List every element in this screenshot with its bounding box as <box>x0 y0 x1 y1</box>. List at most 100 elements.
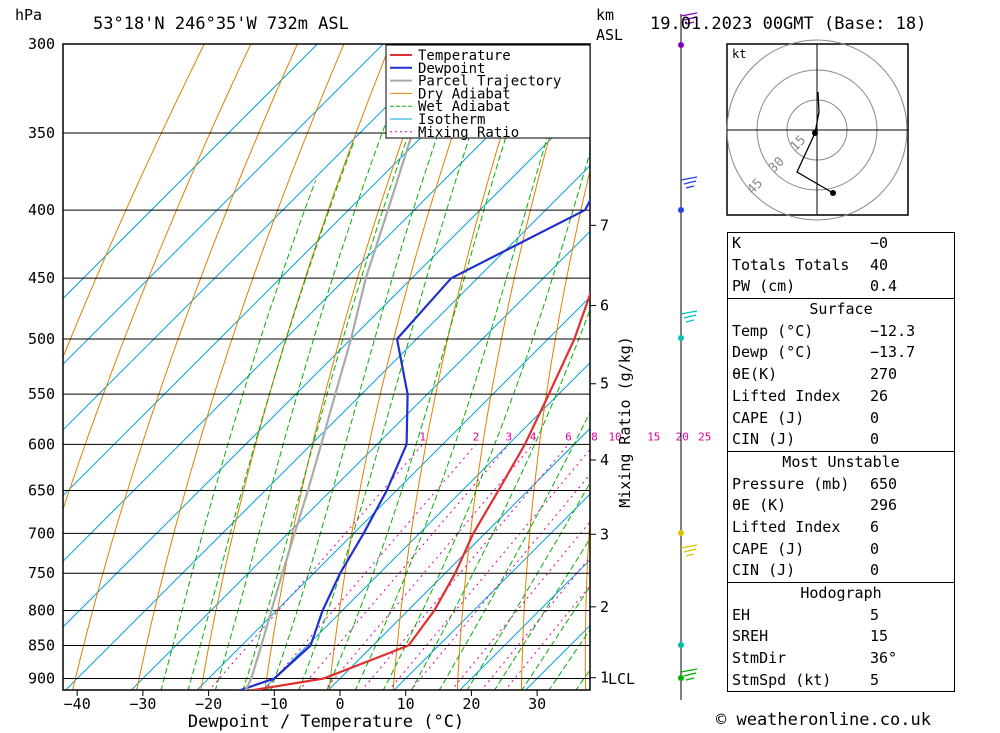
wind-barb <box>680 12 698 25</box>
mixing-ratio-line <box>298 444 510 690</box>
stats-row: θE(K) 270 <box>728 364 954 386</box>
stats-label: PW (cm) <box>732 277 796 296</box>
stats-section-header: Most Unstable <box>782 452 900 471</box>
wet-adiabat <box>160 180 317 690</box>
stats-row: CAPE (J) 0 <box>728 539 954 561</box>
isotherm-line <box>130 230 590 690</box>
isotherm-line <box>63 99 590 628</box>
mixing-ratio-line <box>324 444 534 690</box>
stats-row: Pressure (mb) 650 <box>728 474 954 496</box>
pressure-tick-label: 450 <box>28 269 55 287</box>
wind-barb <box>680 668 698 681</box>
pressure-tick-label: 550 <box>28 385 55 403</box>
location-title: 53°18'N 246°35'W 732m ASL <box>93 14 349 34</box>
wind-barb-flag <box>683 314 697 319</box>
pressure-tick-label: 600 <box>28 435 55 453</box>
stats-value: 0 <box>870 539 880 558</box>
pressure-tick-label: 700 <box>28 524 55 542</box>
mixing-ratio-tick-label: 2 <box>473 430 480 443</box>
dry-adiabat <box>584 510 590 690</box>
wind-barb-flag <box>685 21 695 25</box>
wet-adiabat <box>410 308 590 690</box>
stats-label: K <box>732 234 742 252</box>
stats-value: 650 <box>870 474 898 493</box>
hodograph-storm-motion <box>812 130 818 136</box>
stats-row: K −0 <box>728 233 954 255</box>
height-tick-label: 4 <box>600 451 609 469</box>
stats-value: 0 <box>870 561 880 580</box>
stats-section-header: Hodograph <box>800 584 882 602</box>
wind-dot <box>678 42 684 48</box>
wet-adiabat <box>214 98 396 690</box>
stats-indices: K −0 Totals Totals 40 PW (cm) 0.4 <box>727 232 955 300</box>
stats-value: 0 <box>870 408 880 427</box>
mixing-ratio-line <box>410 473 590 690</box>
x-tick-label: 30 <box>528 695 546 713</box>
stats-value: 5 <box>870 605 880 624</box>
dry-adiabat <box>520 168 590 690</box>
dry-adiabat <box>200 44 391 690</box>
pressure-tick-label: 800 <box>28 601 55 619</box>
wet-adiabat <box>521 585 590 690</box>
dry-adiabat <box>72 44 298 690</box>
hodograph-end-point <box>830 190 836 196</box>
stats-label: StmSpd (kt) <box>732 670 832 689</box>
mixing-ratio-line <box>480 556 590 690</box>
stats-value: 296 <box>870 496 898 515</box>
height-tick-label: 5 <box>600 375 609 393</box>
stats-label: EH <box>732 605 751 624</box>
wind-dot <box>678 675 684 681</box>
stats-value: −13.7 <box>870 343 916 362</box>
pressure-tick-label: 750 <box>28 564 55 582</box>
stats-label: Lifted Index <box>732 517 841 536</box>
dry-adiabat <box>392 44 531 690</box>
height-tick-label: 2 <box>600 598 609 616</box>
stats-value: 270 <box>870 365 898 384</box>
wet-adiabat <box>298 44 502 690</box>
stats-value: 40 <box>870 255 889 274</box>
wet-adiabat <box>382 150 590 690</box>
mixing-ratio-tick-label: 10 <box>608 430 621 443</box>
legend-entry: Temperature <box>418 48 511 64</box>
pressure-tick-label: 500 <box>28 330 55 348</box>
isotherm-line <box>64 164 590 690</box>
stats-label: CAPE (J) <box>732 408 805 427</box>
isotherm-line <box>63 44 384 365</box>
dry-adiabat <box>264 44 438 690</box>
wind-barb <box>680 176 698 189</box>
x-tick-label: −40 <box>64 695 91 713</box>
stats-value: 6 <box>870 517 880 536</box>
stats-label: SREH <box>732 627 769 646</box>
wind-barb-flag <box>685 553 695 557</box>
mixing-ratio-line <box>208 443 424 690</box>
mixing-ratio-tick-label: 6 <box>565 430 572 443</box>
legend-entry: Parcel Trajectory <box>418 74 561 90</box>
hodograph-unit: kt <box>732 47 746 61</box>
mixing-ratio-tick-label: 25 <box>698 430 711 443</box>
isotherm-line <box>393 493 590 690</box>
height-unit-asl: ASL <box>596 26 623 44</box>
mixing-ratio-tick-label: 20 <box>676 430 689 443</box>
wind-barb-flag <box>683 180 697 185</box>
mixing-ratio-tick-label: 8 <box>591 430 598 443</box>
stats-value: 26 <box>870 386 889 405</box>
wet-adiabat <box>354 44 577 690</box>
stats-row: Lifted Index 26 <box>728 386 954 408</box>
stats-row: Temp (°C) −12.3 <box>728 321 954 343</box>
stats-label: Pressure (mb) <box>732 474 850 493</box>
wind-barb-flag <box>683 672 697 677</box>
x-tick-label: 10 <box>397 695 415 713</box>
pressure-tick-label: 400 <box>28 201 55 219</box>
stats-section-header: Surface <box>809 300 873 319</box>
height-tick-label: 6 <box>600 297 609 315</box>
isotherm-line <box>63 44 581 563</box>
stats-value: 5 <box>870 670 880 689</box>
wind-barb <box>680 544 698 557</box>
dewpoint-line <box>237 198 590 690</box>
lcl-label: LCL <box>608 670 635 688</box>
dry-adiabat <box>328 44 485 690</box>
stats-label: CIN (J) <box>732 430 796 449</box>
legend-entry: Wet Adiabat <box>418 99 511 115</box>
height-unit: km <box>596 6 614 24</box>
